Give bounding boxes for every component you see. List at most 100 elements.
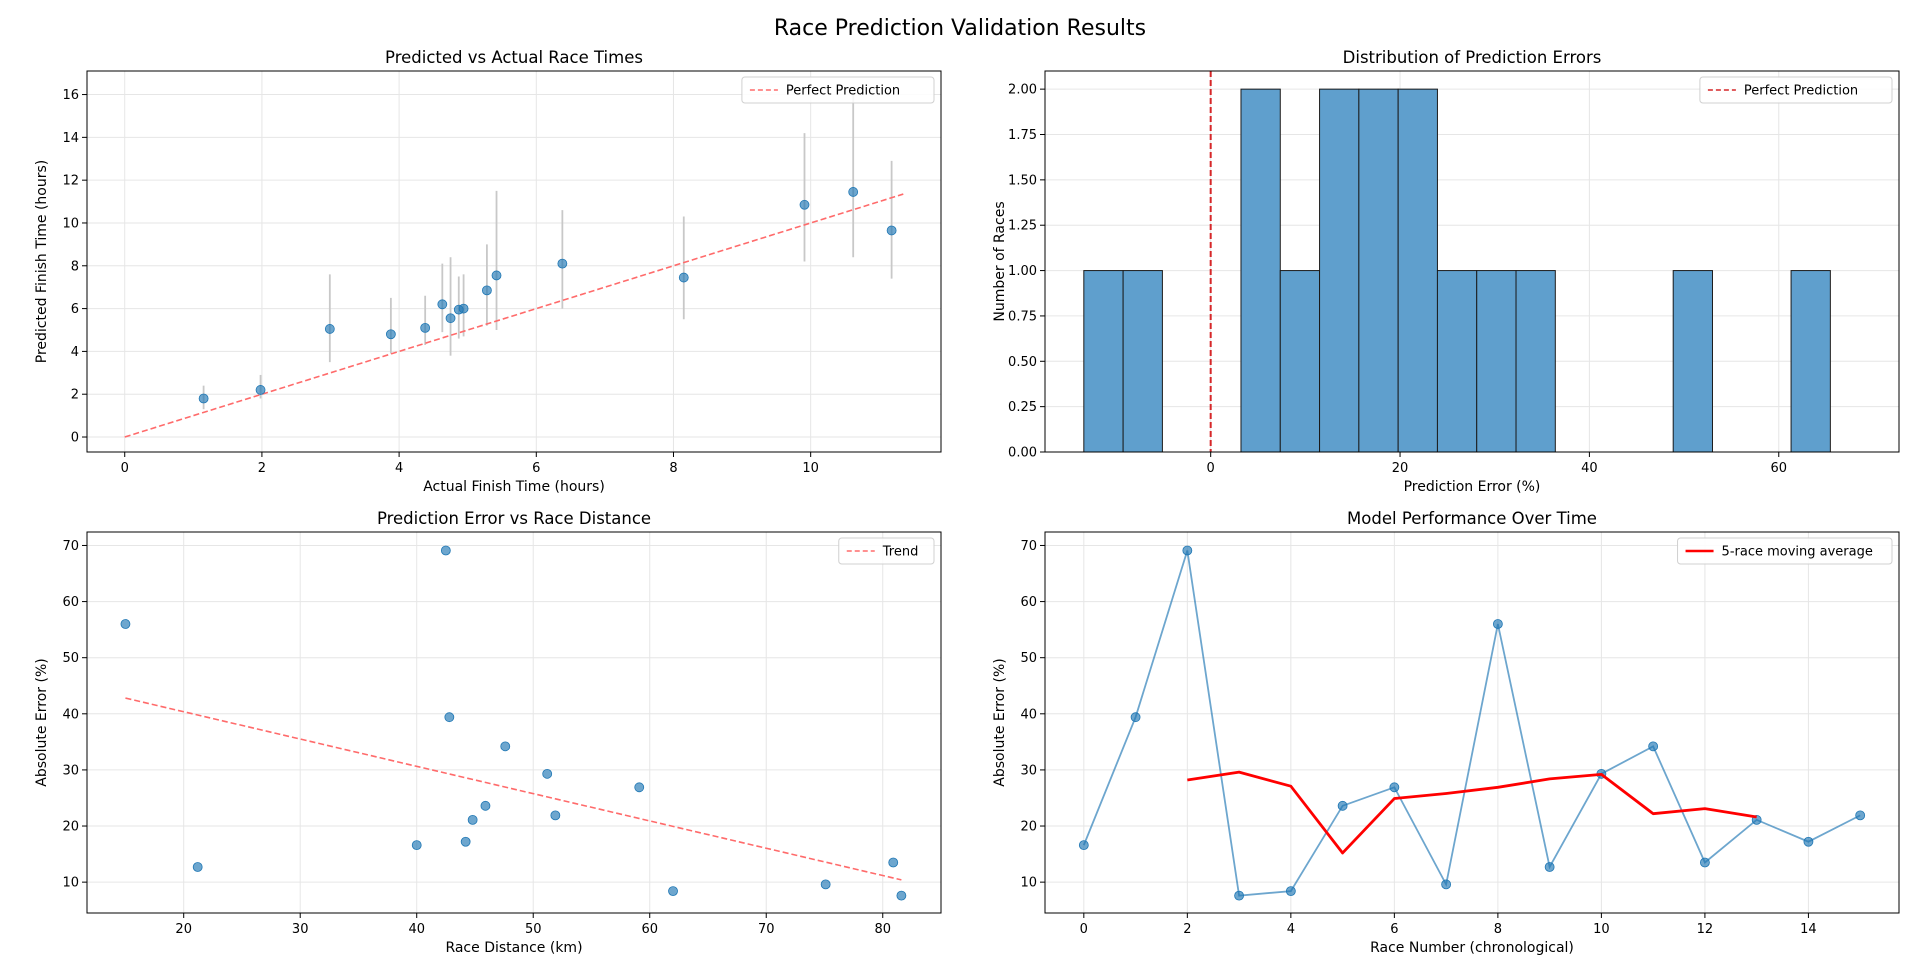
data-point <box>1544 862 1555 872</box>
data-point <box>1337 800 1348 811</box>
axes-frame <box>86 70 942 453</box>
x-axis-label: Race Distance (km) <box>445 940 582 956</box>
histogram-bar <box>1672 270 1713 453</box>
x-tick-label: 6 <box>1390 922 1398 937</box>
data-point <box>799 199 810 210</box>
y-tick-label: 20 <box>1020 820 1037 835</box>
histogram-bar <box>1240 88 1281 453</box>
y-axis-label: Number of Races <box>992 201 1008 321</box>
histogram-bar <box>1279 270 1321 453</box>
x-tick-label: 10 <box>802 461 819 476</box>
x-tick-label: 8 <box>1494 922 1502 937</box>
y-axis-label: Absolute Error (%) <box>992 658 1008 786</box>
chart-title: Predicted vs Actual Race Times <box>385 48 643 67</box>
histogram-bar <box>1319 88 1360 453</box>
data-point <box>1803 836 1814 847</box>
x-axis-label: Actual Finish Time (hours) <box>423 479 605 495</box>
data-point <box>192 862 203 872</box>
y-tick-label: 1.50 <box>1008 173 1037 188</box>
legend-box <box>838 537 935 565</box>
x-tick-label: 0 <box>121 461 129 476</box>
x-tick-label: 6 <box>532 461 540 476</box>
chart-predicted-vs-actual: 0 2 4 6 8 10 0 2 4 6 8 10 12 14 16 Predicted vs Actual … <box>34 48 942 495</box>
y-axis-label: Predicted Finish Time (hours) <box>34 160 50 363</box>
y-tick-label: 14 <box>62 131 79 146</box>
data-point <box>444 712 455 723</box>
x-tick-label: 0 <box>1207 461 1215 476</box>
data-point <box>1078 840 1089 851</box>
data-point <box>848 187 859 197</box>
data-point <box>445 313 456 324</box>
data-point <box>467 814 478 825</box>
x-tick-label: 60 <box>1770 461 1787 476</box>
data-point <box>420 322 431 333</box>
y-tick-label: 60 <box>1020 595 1037 610</box>
x-tick-label: 8 <box>669 461 677 476</box>
y-axis-label: Absolute Error (%) <box>34 658 50 786</box>
data-point <box>550 810 561 821</box>
x-tick-label: 40 <box>408 922 425 937</box>
y-tick-label: 12 <box>62 174 79 189</box>
x-axis-label: Prediction Error (%) <box>1404 479 1541 495</box>
y-tick-label: 8 <box>71 259 79 274</box>
data-point <box>500 741 511 752</box>
y-tick-label: 10 <box>62 876 79 891</box>
legend: Trend <box>838 537 935 565</box>
legend: Perfect Prediction <box>1699 76 1893 104</box>
y-tick-label: 20 <box>62 820 79 835</box>
data-point <box>1130 712 1141 723</box>
x-tick-label: 0 <box>1080 922 1088 937</box>
y-tick-label: 0 <box>71 431 79 446</box>
x-tick-label: 14 <box>1800 922 1817 937</box>
y-tick-label: 30 <box>62 763 79 778</box>
data-point <box>198 393 209 404</box>
x-tick-label: 50 <box>525 922 542 937</box>
x-tick-label: 12 <box>1697 922 1714 937</box>
chart-performance-over-time: 0 2 4 6 8 10 12 14 10 20 30 40 50 60 70 Model Performan… <box>992 509 1900 956</box>
data-point <box>1234 890 1244 901</box>
data-point <box>458 303 469 314</box>
x-tick-label: 4 <box>395 461 403 476</box>
data-point <box>1182 545 1193 556</box>
y-tick-label: 0.25 <box>1008 400 1037 415</box>
chart-title: Prediction Error vs Race Distance <box>377 509 651 528</box>
y-tick-label: 4 <box>71 345 79 360</box>
x-tick-label: 20 <box>1392 461 1409 476</box>
data-point <box>1285 886 1296 897</box>
y-tick-label: 1.75 <box>1008 128 1037 143</box>
reference-line <box>124 193 904 438</box>
legend: 5-race moving average <box>1677 537 1893 565</box>
chart-error-distribution: 0 20 40 60 0.00 0.25 0.50 0.75 1.00 1.25 1.50 1.75 2… <box>992 48 1900 495</box>
x-tick-label: 2 <box>1183 922 1191 937</box>
series-line-moving-average <box>1187 770 1757 855</box>
data-point <box>255 385 266 395</box>
y-tick-label: 60 <box>62 595 79 610</box>
data-point <box>120 619 131 629</box>
data-point <box>820 879 831 890</box>
data-point <box>1648 741 1659 752</box>
data-point <box>1492 619 1503 629</box>
axes-frame <box>1044 70 1900 453</box>
x-tick-label: 10 <box>1593 922 1610 937</box>
histogram-bar <box>1358 88 1399 453</box>
y-tick-label: 10 <box>1020 876 1037 891</box>
data-point <box>1855 810 1866 821</box>
y-tick-label: 16 <box>62 88 79 103</box>
data-point <box>491 270 502 281</box>
axes-frame <box>86 531 942 914</box>
data-point <box>440 545 451 556</box>
series-line-absolute-error <box>1082 550 1861 897</box>
legend-label: Perfect Prediction <box>1744 84 1858 99</box>
x-tick-label: 60 <box>641 922 658 937</box>
y-tick-label: 1.25 <box>1008 219 1037 234</box>
trend-line <box>125 697 902 881</box>
data-point <box>1441 879 1452 890</box>
histogram-bar <box>1122 270 1163 453</box>
x-tick-label: 20 <box>175 922 192 937</box>
legend: Perfect Prediction <box>741 76 935 104</box>
data-point <box>1700 857 1710 868</box>
y-tick-label: 2 <box>71 388 79 403</box>
y-tick-label: 30 <box>1020 763 1037 778</box>
data-point <box>886 225 897 236</box>
y-tick-label: 40 <box>62 707 79 722</box>
